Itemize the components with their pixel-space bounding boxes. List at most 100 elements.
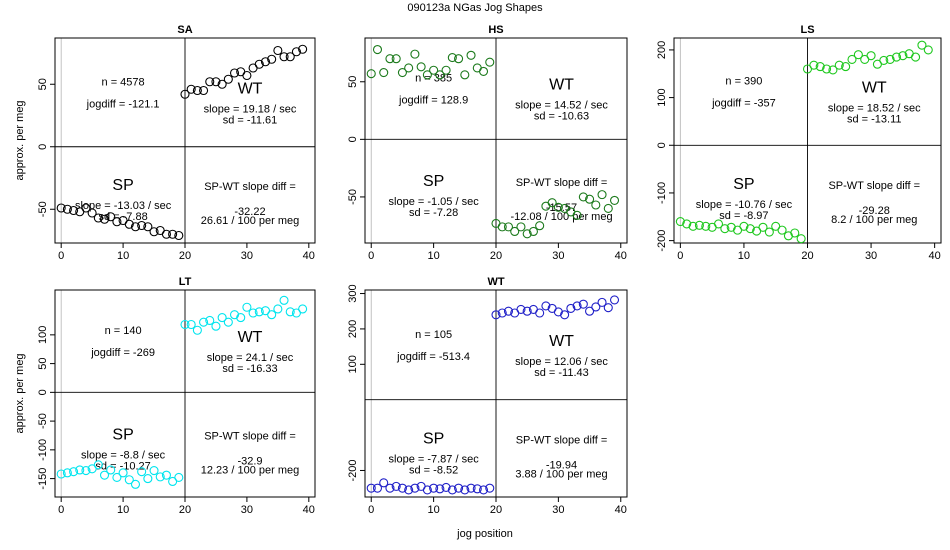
data-point: [447, 53, 457, 63]
x-tick-label: 0: [368, 504, 374, 516]
data-point: [93, 460, 103, 470]
data-point: [199, 317, 209, 327]
panel-sa: SA 0 10 20 30 40 -50 0 50 approx. per meg n = 4578…: [14, 24, 316, 262]
data-point: [267, 310, 277, 320]
data-point: [454, 483, 464, 493]
x-tick-label: 20: [179, 250, 191, 262]
sp-slope: slope = -7.87 / sec: [389, 453, 480, 465]
data-point: [435, 484, 445, 494]
wt-slope: slope = 18.52 / sec: [828, 103, 921, 115]
data-point: [62, 468, 72, 478]
data-point: [118, 468, 128, 478]
x-tick-label: 30: [552, 250, 564, 262]
slope-diff-label: SP-WT slope diff =: [516, 177, 608, 189]
data-point: [87, 208, 97, 218]
sp-sd: sd = -8.97: [719, 210, 768, 222]
data-point: [713, 219, 724, 229]
data-point: [223, 317, 233, 327]
data-point: [720, 224, 730, 234]
data-point: [591, 200, 601, 210]
data-point: [223, 74, 233, 84]
data-point: [379, 68, 389, 78]
data-point: [416, 62, 426, 72]
x-tick-label: 40: [303, 504, 315, 516]
x-tick-label: 30: [552, 504, 564, 516]
data-point: [603, 303, 613, 313]
data-point: [429, 65, 439, 75]
slope-diff-label: SP-WT slope diff =: [516, 434, 608, 446]
y-tick-label: 50: [347, 76, 359, 88]
wt-sd: sd = -10.63: [534, 111, 589, 123]
data-point: [137, 220, 147, 231]
data-point: [454, 54, 464, 64]
x-tick-label: 20: [801, 250, 813, 262]
wt-slope: slope = 19.18 / sec: [204, 103, 297, 115]
data-point: [547, 198, 557, 208]
data-point: [106, 465, 116, 475]
data-point: [688, 221, 698, 231]
data-point: [422, 485, 432, 495]
data-point: [441, 65, 451, 75]
y-tick-label: -100: [656, 182, 668, 204]
data-point: [161, 470, 171, 480]
panel-lt: LT 0 10 20 30 40 -150 -100 -50 0 50 100 approx. per …: [14, 276, 316, 516]
sp-slope: slope = -13.03 / sec: [75, 200, 172, 212]
data-point: [853, 50, 863, 60]
wt-label: WT: [549, 333, 574, 350]
data-point: [578, 299, 588, 309]
data-point: [397, 483, 407, 493]
data-point: [273, 304, 283, 314]
x-tick-label: 10: [738, 250, 750, 262]
data-point: [298, 44, 308, 54]
jogdiff-label: jogdiff = -513.4: [396, 351, 470, 363]
data-point: [847, 54, 857, 65]
panel-title: HS: [488, 24, 503, 36]
y-axis-label: approx. per meg: [14, 353, 26, 433]
data-point: [758, 222, 768, 232]
wt-sd: sd = -16.33: [222, 363, 277, 375]
x-tick-label: 30: [865, 250, 877, 262]
x-tick-label: 40: [615, 250, 627, 262]
data-point: [143, 474, 153, 484]
data-point: [186, 84, 196, 94]
panel-wt: WT 0 10 20 30 40 -200 100 200 300 n = 105 jogdiff =…: [347, 276, 628, 516]
data-point: [242, 302, 252, 312]
x-tick-label: 20: [490, 504, 502, 516]
y-tick-label: 0: [347, 136, 359, 142]
y-tick-label: 200: [347, 320, 359, 338]
data-point: [248, 308, 258, 318]
data-point: [701, 221, 711, 231]
data-point: [217, 313, 227, 323]
data-point: [585, 306, 595, 316]
data-point: [609, 295, 620, 305]
y-tick-label: 50: [37, 357, 49, 369]
data-point: [516, 304, 526, 315]
sp-label: SP: [423, 173, 444, 190]
n-label: n = 390: [725, 76, 762, 88]
data-point: [572, 210, 582, 220]
data-point: [828, 65, 838, 75]
data-point: [879, 55, 889, 65]
data-point: [229, 68, 240, 78]
data-point: [81, 203, 91, 213]
y-axis-label: approx. per meg: [14, 100, 26, 180]
data-point: [260, 306, 271, 316]
y-tick-label: -50: [37, 413, 49, 429]
sp-slope: slope = -1.05 / sec: [389, 196, 480, 208]
y-tick-label: 100: [347, 355, 359, 373]
data-point: [917, 40, 927, 50]
data-point: [485, 483, 495, 493]
data-point: [217, 79, 227, 89]
y-tick-label: -150: [37, 468, 49, 490]
x-tick-label: 40: [615, 504, 627, 516]
data-point: [466, 483, 476, 493]
data-point: [143, 222, 153, 232]
data-point: [69, 205, 79, 216]
data-point: [422, 70, 432, 80]
data-point: [522, 229, 532, 239]
data-point: [285, 52, 295, 62]
data-point: [260, 57, 271, 67]
x-tick-label: 40: [929, 250, 941, 262]
data-point: [790, 228, 800, 238]
sp-label: SP: [112, 177, 133, 194]
